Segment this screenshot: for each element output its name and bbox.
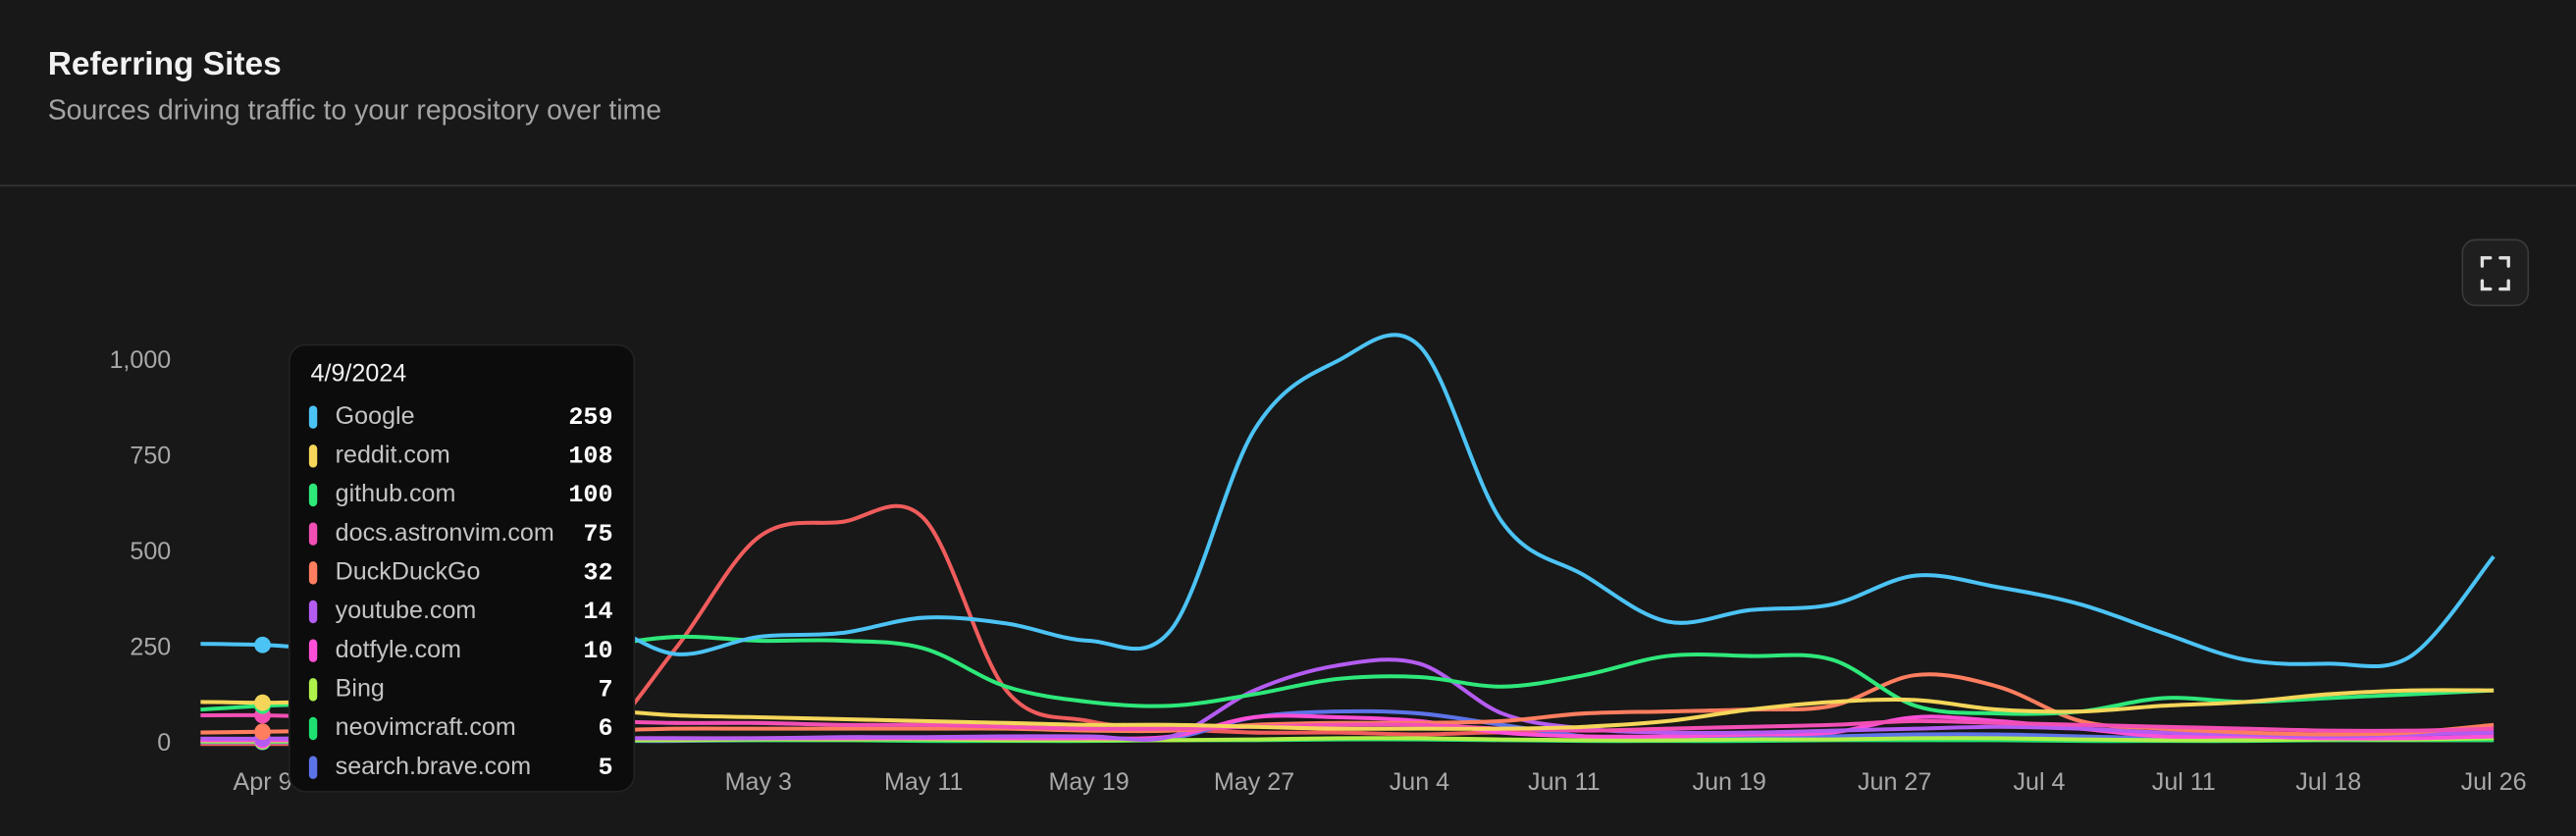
tooltip-swatch bbox=[308, 405, 318, 429]
tooltip-swatch bbox=[308, 561, 318, 585]
tooltip-value: 5 bbox=[598, 754, 612, 782]
tooltip-swatch bbox=[308, 483, 318, 507]
tooltip-series-name: Bing bbox=[336, 674, 385, 702]
chart-subtitle: Sources driving traffic to your reposito… bbox=[48, 94, 661, 126]
x-tick-label: Jun 27 bbox=[1858, 768, 1931, 796]
tooltip-value: 100 bbox=[568, 481, 612, 509]
tooltip-value: 10 bbox=[583, 637, 612, 665]
tooltip-swatch bbox=[308, 444, 318, 468]
x-tick-label: Jun 4 bbox=[1390, 768, 1449, 796]
hover-dot bbox=[254, 723, 271, 741]
tooltip: 4/9/2024 Google 259 reddit.com 108 github.com… bbox=[288, 343, 636, 793]
x-tick-label: May 11 bbox=[884, 768, 963, 796]
tooltip-value: 6 bbox=[598, 714, 612, 743]
hover-dot bbox=[254, 694, 271, 711]
tooltip-swatch bbox=[308, 522, 318, 546]
tooltip-date: 4/9/2024 bbox=[311, 359, 407, 387]
hover-dot bbox=[254, 636, 271, 653]
tooltip-series-name: search.brave.com bbox=[336, 753, 531, 780]
tooltip-swatch bbox=[308, 639, 318, 662]
x-tick-label: Jul 4 bbox=[2013, 768, 2065, 796]
tooltip-series-name: neovimcraft.com bbox=[336, 713, 516, 741]
y-tick-label: 0 bbox=[157, 729, 171, 757]
tooltip-swatch bbox=[308, 678, 318, 702]
tooltip-swatch bbox=[308, 756, 318, 779]
x-tick-label: Jul 26 bbox=[2461, 768, 2527, 796]
tooltip-value: 75 bbox=[583, 520, 612, 549]
x-tick-label: Jun 19 bbox=[1693, 768, 1766, 796]
x-tick-label: Jun 11 bbox=[1528, 768, 1600, 796]
y-tick-label: 750 bbox=[130, 442, 171, 469]
tooltip-series-name: docs.astronvim.com bbox=[336, 519, 554, 547]
expand-button[interactable] bbox=[2461, 238, 2530, 307]
tooltip-series-name: reddit.com bbox=[336, 441, 450, 468]
y-tick-label: 500 bbox=[130, 538, 171, 565]
chart-title: Referring Sites bbox=[48, 46, 282, 82]
tooltip-value: 32 bbox=[583, 558, 612, 587]
expand-icon[interactable] bbox=[2480, 256, 2510, 291]
x-tick-label: May 3 bbox=[725, 768, 792, 796]
tooltip-value: 259 bbox=[568, 403, 612, 432]
y-tick-label: 250 bbox=[130, 633, 171, 660]
tooltip-series-name: Google bbox=[336, 402, 415, 430]
x-tick-label: Apr 9 bbox=[234, 768, 292, 796]
tooltip-box bbox=[288, 343, 636, 793]
tooltip-value: 108 bbox=[568, 442, 612, 470]
tooltip-series-name: DuckDuckGo bbox=[336, 557, 481, 585]
expand-button-frame[interactable] bbox=[2461, 238, 2530, 307]
x-tick-label: May 27 bbox=[1214, 768, 1294, 796]
tooltip-swatch bbox=[308, 716, 318, 741]
tooltip-value: 7 bbox=[598, 675, 612, 704]
tooltip-series-name: github.com bbox=[336, 480, 456, 507]
y-tick-label: 1,000 bbox=[109, 346, 171, 374]
tooltip-series-name: youtube.com bbox=[336, 597, 477, 624]
tooltip-series-name: dotfyle.com bbox=[336, 636, 461, 663]
x-tick-label: Jul 11 bbox=[2152, 768, 2216, 796]
x-tick-label: May 19 bbox=[1048, 768, 1129, 796]
x-tick-label: Jul 18 bbox=[2295, 768, 2361, 796]
tooltip-swatch bbox=[308, 600, 318, 624]
tooltip-value: 14 bbox=[583, 598, 612, 626]
